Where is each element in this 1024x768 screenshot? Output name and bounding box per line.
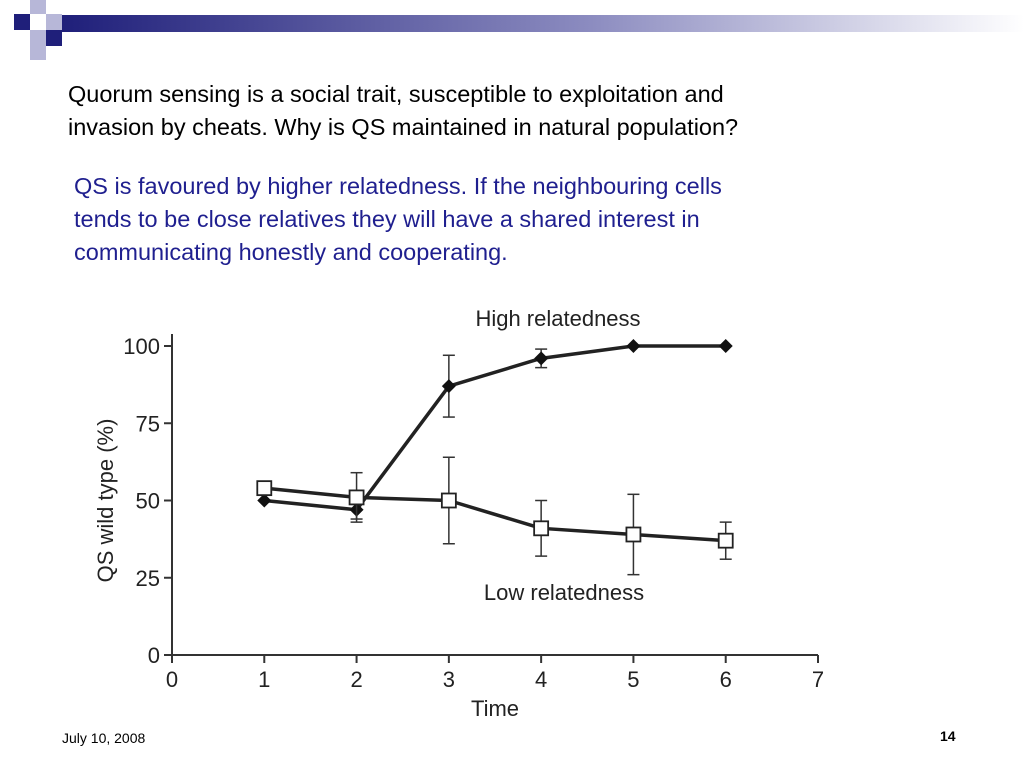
deco-square <box>14 14 30 30</box>
data-point-square <box>717 532 734 549</box>
x-tick-label: 1 <box>258 667 270 692</box>
y-axis-label: QS wild type (%) <box>93 419 118 583</box>
data-point-diamond <box>441 379 456 394</box>
x-tick-label: 6 <box>720 667 732 692</box>
x-tick-label: 5 <box>627 667 639 692</box>
x-tick-label: 3 <box>443 667 455 692</box>
series-line <box>264 344 726 512</box>
series-line <box>264 486 726 543</box>
x-tick-label: 0 <box>166 667 178 692</box>
y-tick-label: 50 <box>136 489 160 514</box>
slide-answer: QS is favoured by higher relatedness. If… <box>74 173 722 265</box>
relatedness-chart: 0 25 50 75 100 0 1 2 3 4 5 6 7 Time QS wild type (%) Hi… <box>93 306 824 721</box>
y-tick-label: 75 <box>136 411 160 436</box>
series-high-relatedness <box>257 339 733 520</box>
footer-date: July 10, 2008 <box>62 730 146 746</box>
slide-number: 14 <box>940 728 956 744</box>
deco-square <box>46 14 62 30</box>
data-point-diamond <box>257 493 272 508</box>
gradient-bar <box>62 15 1024 32</box>
data-point-square <box>625 526 642 543</box>
deco-square <box>30 0 46 14</box>
y-tick-label: 0 <box>148 643 160 668</box>
title-decoration <box>14 0 1024 60</box>
deco-square <box>30 46 46 60</box>
series-low-relatedness <box>256 456 734 576</box>
x-tick-label: 2 <box>350 667 362 692</box>
data-point-square <box>256 480 273 497</box>
data-point-square <box>440 492 457 509</box>
data-point-diamond <box>718 339 733 353</box>
slide-question: Quorum sensing is a social trait, suscep… <box>68 81 739 140</box>
data-point-square <box>348 489 365 506</box>
x-axis-label: Time <box>471 696 519 721</box>
data-point-diamond <box>534 351 549 366</box>
series-label-high: High relatedness <box>475 306 640 331</box>
data-point-diamond <box>626 339 641 353</box>
y-tick-label: 25 <box>136 566 160 591</box>
series-label-low: Low relatedness <box>484 580 644 605</box>
x-tick-label: 4 <box>535 667 547 692</box>
deco-square <box>46 30 62 46</box>
y-tick-label: 100 <box>123 334 160 359</box>
data-point-square <box>533 520 550 537</box>
x-tick-label: 7 <box>812 667 824 692</box>
deco-square <box>30 30 46 46</box>
